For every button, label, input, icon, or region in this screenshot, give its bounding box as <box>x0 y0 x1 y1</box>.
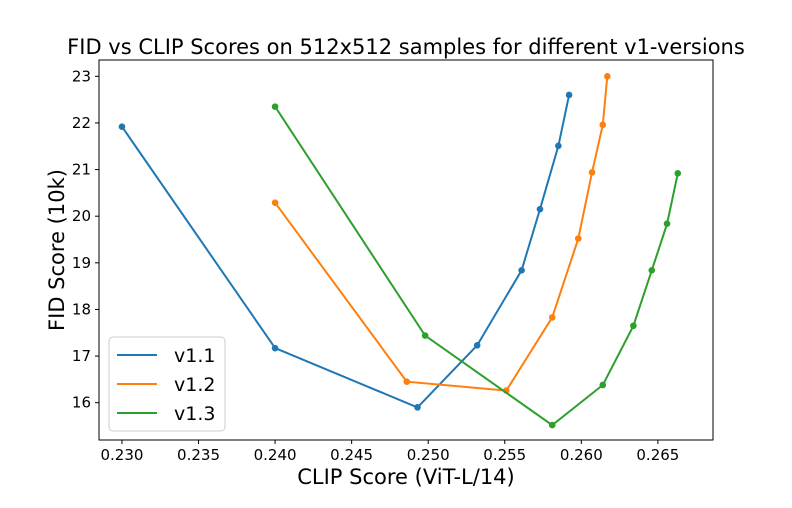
data-point-v1.1 <box>536 205 544 213</box>
data-point-v1.1 <box>518 266 525 274</box>
x-tick-label: 0.260 <box>560 446 603 464</box>
x-tick-label: 0.245 <box>330 446 373 464</box>
data-point-v1.1 <box>118 123 126 130</box>
y-tick-label: 17 <box>72 347 91 365</box>
y-tick-label: 19 <box>72 254 91 272</box>
data-point-v1.1 <box>414 404 421 411</box>
data-point-v1.3 <box>663 220 671 227</box>
legend-label: v1.2 <box>174 374 215 396</box>
legend-label: v1.3 <box>174 403 215 425</box>
data-point-v1.2 <box>599 121 607 129</box>
data-point-v1.3 <box>421 332 429 339</box>
y-tick-label: 16 <box>72 394 91 412</box>
data-point-v1.2 <box>588 169 596 176</box>
data-point-v1.2 <box>574 235 582 242</box>
y-tick-label: 21 <box>72 161 91 179</box>
y-axis-label: FID Score (10k) <box>45 169 69 331</box>
data-point-v1.1 <box>555 142 562 150</box>
data-point-v1.3 <box>630 322 637 330</box>
y-tick-label: 23 <box>72 67 91 85</box>
data-point-v1.3 <box>648 266 656 274</box>
x-axis-label: CLIP Score (ViT-L/14) <box>297 465 515 489</box>
x-tick-label: 0.230 <box>100 446 143 464</box>
data-point-v1.3 <box>599 381 607 389</box>
series-line-v1.1 <box>121 94 571 409</box>
x-tick-label: 0.235 <box>177 446 220 464</box>
data-point-v1.3 <box>674 170 682 177</box>
x-tick-label: 0.265 <box>636 446 679 464</box>
data-point-v1.2 <box>604 73 611 80</box>
x-tick-label: 0.240 <box>254 446 297 464</box>
data-point-v1.1 <box>271 344 279 352</box>
chart-title: FID vs CLIP Scores on 512x512 samples fo… <box>67 35 745 59</box>
y-tick-label: 20 <box>72 207 91 225</box>
y-tick-label: 18 <box>72 300 91 318</box>
data-point-v1.3 <box>548 421 556 429</box>
data-point-v1.1 <box>565 91 573 99</box>
x-tick-label: 0.255 <box>483 446 526 464</box>
data-point-v1.2 <box>271 199 279 206</box>
legend-frame <box>108 336 226 432</box>
data-point-v1.3 <box>271 103 279 110</box>
data-point-v1.1 <box>473 342 481 349</box>
x-tick-label: 0.250 <box>407 446 450 464</box>
legend: v1.1 v1.2 v1.3 <box>108 336 226 432</box>
data-point-v1.2 <box>403 378 411 386</box>
plot-frame <box>98 59 714 441</box>
series-line-v1.3 <box>274 106 679 427</box>
legend-label: v1.1 <box>174 345 215 367</box>
series-line-v1.2 <box>274 76 609 392</box>
y-tick-label: 22 <box>72 114 91 132</box>
data-point-v1.2 <box>548 314 556 321</box>
